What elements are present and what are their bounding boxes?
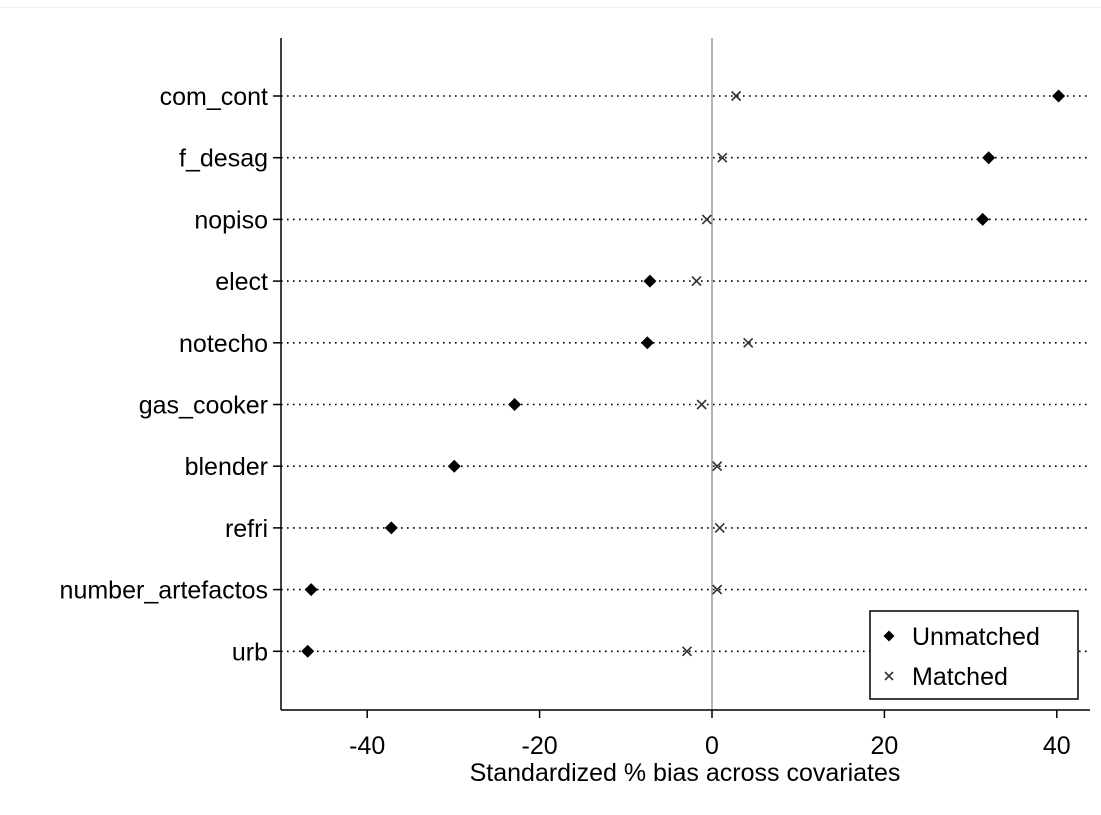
legend: Unmatched Matched xyxy=(869,610,1079,700)
x-tick-label: 0 xyxy=(705,732,719,760)
category-label-nopiso: nopiso xyxy=(194,206,268,234)
category-label-gas_cooker: gas_cooker xyxy=(139,392,268,420)
legend-x-glyph xyxy=(884,671,894,681)
unmatched-point-urb xyxy=(301,644,315,658)
matched-point-notecho xyxy=(743,337,754,348)
x-tick-label: 20 xyxy=(870,732,898,760)
x-tick-label: 40 xyxy=(1043,732,1071,760)
matched-point-f_desag xyxy=(717,152,728,163)
unmatched-point-refri xyxy=(384,521,398,535)
legend-unmatched-label: Unmatched xyxy=(912,623,1040,651)
legend-box xyxy=(869,610,1079,700)
category-label-com_cont: com_cont xyxy=(160,83,268,111)
unmatched-point-com_cont xyxy=(1052,89,1066,103)
category-label-elect: elect xyxy=(215,268,268,296)
matched-point-gas_cooker xyxy=(696,399,707,410)
matched-point-refri xyxy=(714,522,725,533)
unmatched-point-gas_cooker xyxy=(508,398,522,411)
unmatched-points xyxy=(301,89,1066,658)
x-tick-label: -20 xyxy=(522,732,558,760)
top-divider xyxy=(0,7,1101,8)
matched-point-blender xyxy=(712,461,723,472)
matched-point-nopiso xyxy=(701,214,712,225)
legend-matched-marker xyxy=(884,671,894,681)
unmatched-point-blender xyxy=(447,459,461,473)
x-tick-label: -40 xyxy=(349,732,385,760)
unmatched-point-notecho xyxy=(640,336,654,350)
matched-point-urb xyxy=(681,646,693,657)
unmatched-point-elect xyxy=(643,274,657,288)
legend-unmatched-marker xyxy=(883,630,895,642)
matched-point-com_cont xyxy=(731,90,742,102)
x-axis-ticks: -40 -20 0 20 40 xyxy=(349,710,1071,760)
category-label-blender: blender xyxy=(185,453,268,481)
category-label-notecho: notecho xyxy=(179,330,268,358)
matched-points xyxy=(681,90,754,657)
category-label-f_desag: f_desag xyxy=(179,145,268,173)
unmatched-point-nopiso xyxy=(976,212,990,226)
category-label-number_artefactos: number_artefactos xyxy=(60,577,268,605)
matched-point-elect xyxy=(691,276,702,287)
category-gridlines xyxy=(273,95,1090,653)
unmatched-point-number_artefactos xyxy=(304,583,318,597)
category-label-refri: refri xyxy=(225,515,268,543)
x-axis-title: Standardized % bias across covariates xyxy=(470,759,901,787)
unmatched-point-f_desag xyxy=(982,151,996,165)
legend-matched-label: Matched xyxy=(912,663,1008,691)
category-label-urb: urb xyxy=(232,638,268,666)
matched-point-number_artefactos xyxy=(712,584,723,595)
